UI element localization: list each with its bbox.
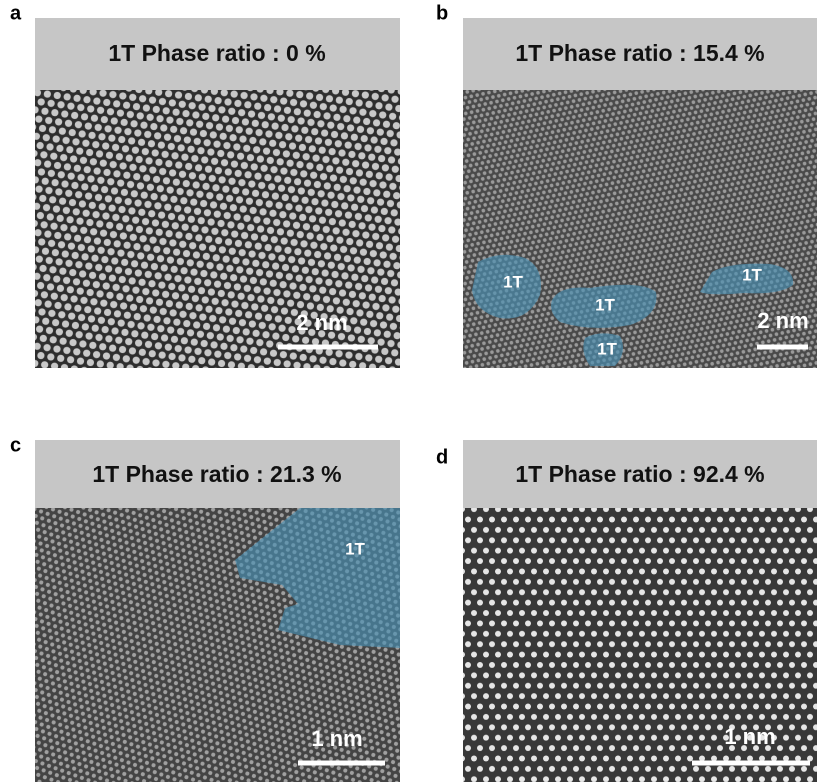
panel-title: 1T Phase ratio : 92.4 % [515,461,764,487]
scale-label: 1 nm [724,724,775,749]
panel-title: 1T Phase ratio : 21.3 % [92,461,341,487]
panel-letter: d [436,446,448,468]
region-label: 1T [595,295,615,314]
scale-label: 1 nm [311,726,362,751]
region-label: 1T [345,539,365,558]
region-label: 1T [742,265,762,284]
region-label: 1T [597,339,617,358]
scale-label: 2 nm [296,310,347,335]
figure: a 1T Phase ratio : 0 % 2 nm b 1T Phase r… [0,0,817,782]
panel-title: 1T Phase ratio : 0 % [108,40,325,66]
panel-letter: c [10,434,21,456]
panel-letter: b [436,2,448,24]
region-label: 1T [503,272,523,291]
scale-label: 2 nm [757,308,808,333]
panel-letter: a [10,2,22,24]
panel-title: 1T Phase ratio : 15.4 % [515,40,764,66]
